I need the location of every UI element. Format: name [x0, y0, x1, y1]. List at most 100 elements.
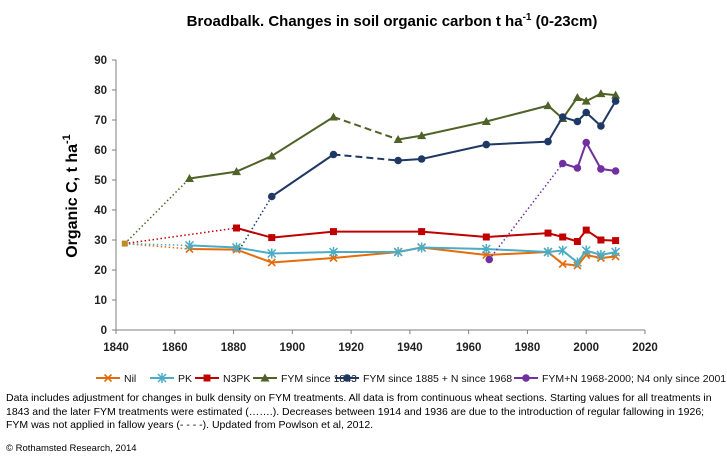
series-estimated-line — [238, 196, 273, 250]
data-point — [582, 138, 591, 147]
copyright-notice: © Rothamsted Research, 2014 — [6, 443, 137, 454]
legend-label: FYM+N 1968-2000; N4 only since 2001 — [542, 373, 726, 385]
y-tick-label: 60 — [94, 145, 107, 157]
series-estimated-line — [124, 242, 190, 247]
data-point — [573, 238, 581, 245]
legend-item-pk: PK — [150, 373, 192, 385]
legend-item-n3pk: N3PK — [195, 373, 250, 385]
y-tick-label: 30 — [94, 235, 107, 247]
legend-marker — [522, 374, 530, 382]
data-point — [267, 248, 277, 259]
data-point — [573, 117, 582, 126]
data-point — [611, 90, 621, 99]
data-point — [184, 174, 194, 182]
axis-ticks: 0 10 20 30 40 50 60 70 80 90 1840 1860 1880 1900 1920 1… — [94, 55, 658, 354]
data-point — [543, 101, 553, 110]
data-point — [581, 245, 591, 256]
x-tick-label: 1920 — [338, 342, 364, 354]
y-tick-label: 0 — [101, 325, 107, 337]
x-tick-label: 1880 — [221, 342, 247, 354]
data-point — [232, 224, 240, 232]
data-point — [558, 113, 567, 121]
series-fym-n-1968-2000-n4-only-since-2001 — [485, 138, 620, 264]
data-point — [267, 258, 276, 267]
legend-marker — [260, 373, 270, 382]
data-point — [597, 236, 605, 244]
legend-marker — [203, 374, 211, 382]
legend-marker — [157, 373, 167, 383]
x-tick-label: 1900 — [280, 342, 306, 354]
data-point — [267, 192, 276, 201]
legend-label: Nil — [124, 373, 136, 385]
data-point — [582, 226, 590, 234]
legend-item-fym-n-1968-2000-n4-only-since-2001: FYM+N 1968-2000; N4 only since 2001 — [514, 373, 726, 385]
data-point — [394, 156, 402, 165]
y-axis-label: Organic C, t ha-1 — [61, 134, 81, 258]
y-tick-label: 50 — [94, 175, 107, 187]
data-point — [582, 108, 591, 117]
data-point — [184, 240, 195, 251]
data-point — [611, 97, 620, 105]
data-point — [393, 135, 403, 143]
legend-item-nil: Nil — [96, 373, 136, 385]
data-point — [418, 228, 426, 236]
series-estimated-line — [124, 177, 191, 245]
data-point — [481, 244, 491, 254]
data-point — [558, 245, 568, 256]
legend-label: N3PK — [223, 373, 250, 385]
series-fallow-line — [333, 116, 399, 141]
series-layer — [121, 89, 621, 270]
chart-title: Broadbalk. Changes in soil organic carbo… — [187, 12, 598, 30]
data-point — [417, 131, 427, 140]
series-line — [271, 153, 335, 198]
start-data-point — [121, 240, 128, 247]
data-point — [231, 167, 241, 176]
data-point — [581, 96, 591, 105]
data-point — [596, 89, 606, 98]
legend-label: PK — [178, 373, 192, 385]
data-point — [485, 255, 494, 264]
y-tick-label: 90 — [94, 55, 107, 67]
data-point — [597, 122, 605, 130]
data-point — [597, 165, 605, 173]
series-line — [236, 227, 616, 243]
data-point — [482, 233, 490, 241]
data-point — [596, 250, 606, 260]
x-tick-label: 2020 — [632, 342, 658, 354]
series-n3pk — [124, 224, 620, 245]
y-tick-label: 40 — [94, 205, 107, 217]
series-line — [189, 116, 335, 180]
series-fym-since-1843 — [124, 89, 621, 245]
data-point — [417, 155, 426, 163]
legend-marker — [103, 373, 113, 383]
series-nil — [124, 242, 620, 270]
y-tick-label: 80 — [94, 85, 107, 97]
x-tick-label: 1940 — [397, 342, 423, 354]
legend-item-fym-since-1843: FYM since 1843 — [253, 373, 357, 385]
data-point — [267, 151, 277, 160]
y-tick-label: 10 — [94, 295, 107, 307]
legend-marker — [343, 374, 351, 382]
data-point — [543, 247, 553, 257]
y-tick-label: 70 — [94, 115, 107, 127]
x-tick-label: 2000 — [573, 342, 599, 354]
x-tick-label: 1840 — [103, 342, 129, 354]
chart-caption: Data includes adjustment for changes in … — [6, 392, 712, 432]
x-tick-label: 1980 — [515, 342, 541, 354]
legend: Nil PK N3PK FYM since 1843 FYM since 1885 + … — [96, 373, 726, 385]
chart-svg: Broadbalk. Changes in soil organic carbo… — [61, 12, 726, 385]
data-point — [572, 93, 582, 101]
data-point — [329, 228, 337, 236]
data-point — [558, 159, 567, 168]
data-point — [558, 259, 567, 269]
series-estimated-line — [488, 163, 564, 260]
data-point — [481, 117, 491, 125]
legend-label: FYM since 1843 — [281, 373, 357, 385]
legend-label: FYM since 1885 + N since 1968 — [363, 373, 512, 385]
data-point — [268, 234, 276, 242]
data-point — [329, 253, 338, 263]
data-point — [544, 137, 552, 146]
series-estimated-line — [124, 227, 237, 245]
data-point — [611, 167, 620, 175]
